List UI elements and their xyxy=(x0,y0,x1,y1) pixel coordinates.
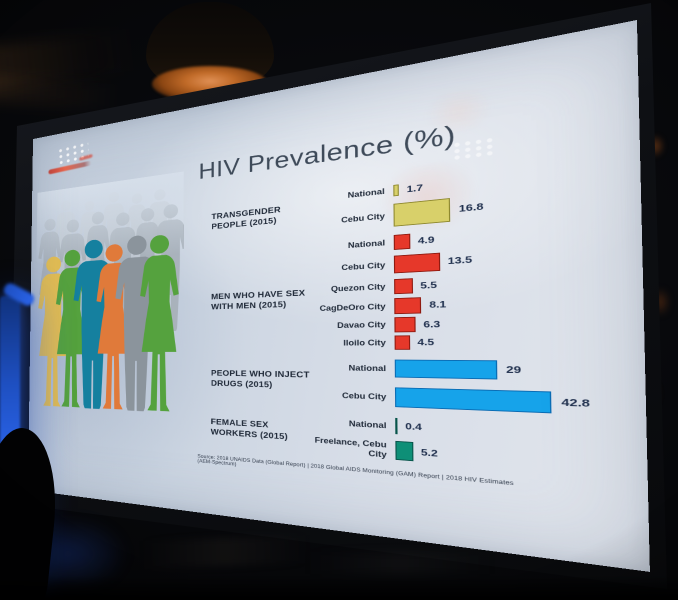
cabinet-reflection xyxy=(305,552,495,574)
floor-shadow xyxy=(0,576,678,600)
wall-texture xyxy=(0,75,119,111)
screen-edge-shading xyxy=(28,20,650,572)
tv-screen: HIV Prevalence (%) xyxy=(27,19,650,572)
cabinet-reflection xyxy=(139,535,311,569)
